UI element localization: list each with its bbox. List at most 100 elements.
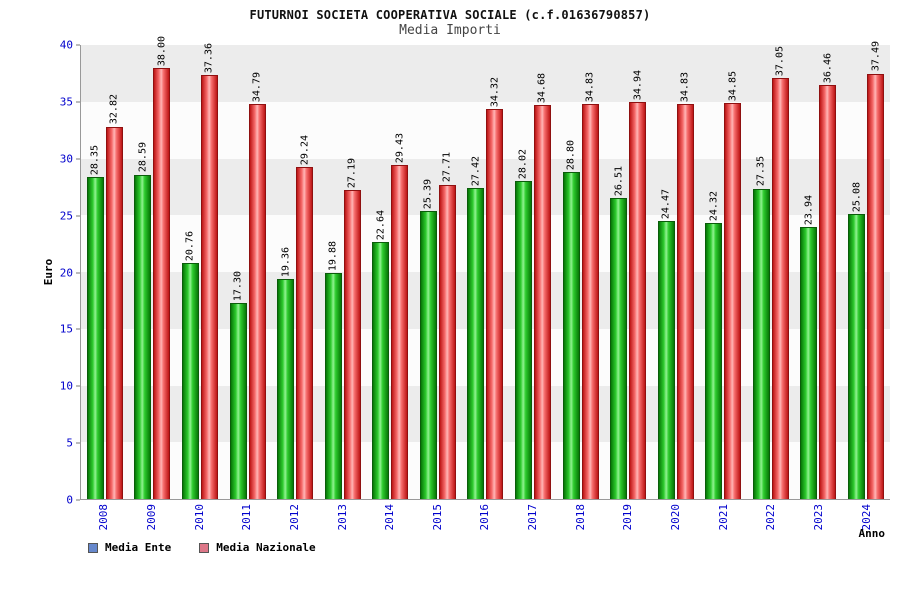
- bar-media-ente-2021: 24.32: [705, 191, 723, 499]
- legend: Media Ente Media Nazionale: [88, 541, 316, 554]
- x-tick-label-2023: 2023: [811, 504, 825, 531]
- y-tick-label: 0: [66, 493, 73, 507]
- y-tick-10: 10: [60, 380, 80, 393]
- bar-media-ente-2009: 28.59: [134, 142, 152, 499]
- x-axis-title: Anno: [858, 527, 886, 540]
- bar-media-nazionale-2017: 34.68: [533, 73, 551, 499]
- y-tick-label: 5: [66, 436, 73, 450]
- y-tick-mark: [76, 44, 80, 46]
- bar-media-ente-2023: 23.94: [800, 195, 818, 499]
- bar-value-label: 37.36: [203, 42, 215, 73]
- bar-value-label: 29.43: [394, 132, 406, 163]
- bar-group-2014: 22.64 29.43: [372, 45, 409, 499]
- x-tick-label-2013: 2013: [335, 504, 349, 531]
- x-tick-label-2015: 2015: [430, 504, 444, 531]
- y-tick-mark: [76, 442, 80, 444]
- bar-value-label: 28.80: [565, 140, 577, 171]
- legend-swatch: [199, 542, 210, 553]
- y-tick-40: 40: [60, 39, 80, 52]
- chart-subtitle: Media Importi: [399, 23, 501, 38]
- y-tick-label: 10: [59, 379, 73, 393]
- bar-value-label: 24.47: [660, 189, 672, 220]
- bar-media-ente-2011: 17.30: [229, 271, 247, 499]
- bar-value-label: 34.68: [536, 73, 548, 104]
- bar-value-label: 34.83: [584, 71, 596, 102]
- y-tick-30: 30: [60, 152, 80, 165]
- y-tick-mark: [76, 272, 80, 273]
- y-tick-label: 40: [59, 38, 73, 52]
- bar-group-2024: 25.08 37.49: [848, 41, 885, 499]
- x-tick-label-2021: 2021: [716, 504, 730, 531]
- bar-value-label: 22.64: [375, 209, 387, 241]
- x-tick-label-2019: 2019: [621, 504, 635, 531]
- bar-series-container: 28.35 32.82 28.59 38.00 20.76 37.36 17.30 34.79…: [81, 36, 890, 499]
- bar-group-2023: 23.94 36.46: [800, 45, 837, 499]
- legend-label: Media Ente: [105, 541, 172, 554]
- y-tick-mark: [76, 385, 80, 387]
- bar-group-2022: 27.35 37.05: [752, 45, 789, 499]
- bar-value-label: 34.32: [489, 77, 501, 108]
- plot-area: 28.35 32.82 28.59 38.00 20.76 37.36 17.30 34.79…: [80, 36, 890, 500]
- y-tick-0: 0: [66, 494, 80, 507]
- x-tick-label-2009: 2009: [144, 504, 158, 531]
- y-tick-mark: [76, 101, 80, 103]
- bar-value-label: 24.32: [708, 190, 720, 221]
- bar-media-ente-2024: 25.08: [848, 182, 866, 499]
- bar-value-label: 28.02: [517, 148, 529, 179]
- bar-value-label: 23.94: [803, 195, 815, 226]
- bar-media-ente-2018: 28.80: [562, 140, 580, 499]
- bar-media-ente-2022: 27.35: [752, 156, 770, 499]
- bar-value-label: 34.83: [679, 71, 691, 102]
- bar-value-label: 34.94: [632, 70, 644, 101]
- bar-value-label: 38.00: [156, 35, 168, 66]
- bar-media-ente-2017: 28.02: [514, 149, 532, 499]
- bar-group-2009: 28.59 38.00: [134, 36, 171, 499]
- bar-value-label: 27.71: [441, 152, 453, 183]
- bar-media-nazionale-2021: 34.85: [724, 71, 742, 499]
- bar-value-label: 19.36: [280, 247, 292, 278]
- bar-media-nazionale-2018: 34.83: [581, 72, 599, 499]
- y-tick-mark: [76, 499, 80, 501]
- legend-swatch: [88, 542, 98, 553]
- bar-value-label: 17.30: [232, 270, 244, 301]
- bar-media-nazionale-2009: 38.00: [153, 36, 171, 499]
- bar-value-label: 20.76: [184, 231, 196, 262]
- bar-group-2015: 25.39 27.71: [419, 45, 456, 499]
- bar-group-2017: 28.02 34.68: [514, 45, 551, 499]
- bar-value-label: 28.35: [89, 145, 101, 176]
- legend-label: Media Nazionale: [216, 541, 316, 554]
- bar-value-label: 27.42: [470, 155, 482, 186]
- bar-media-ente-2019: 26.51: [610, 166, 628, 499]
- bar-media-nazionale-2008: 32.82: [105, 94, 123, 499]
- y-tick-25: 25: [60, 209, 80, 222]
- bar-media-nazionale-2016: 34.32: [486, 77, 504, 499]
- bar-group-2020: 24.47 34.83: [657, 45, 694, 499]
- y-axis: 0 5 10 15 20 25 30 35 40: [0, 39, 80, 507]
- bar-group-2013: 19.88 27.19: [324, 45, 361, 499]
- bar-group-2018: 28.80 34.83: [562, 45, 599, 499]
- y-tick-label: 25: [59, 209, 73, 223]
- bar-media-nazionale-2020: 34.83: [676, 72, 694, 499]
- bar-group-2016: 27.42 34.32: [467, 45, 504, 499]
- bar-media-ente-2020: 24.47: [657, 189, 675, 499]
- x-tick-label-2016: 2016: [478, 504, 492, 531]
- bar-media-nazionale-2015: 27.71: [438, 152, 456, 499]
- bar-media-nazionale-2010: 37.36: [200, 43, 218, 499]
- bar-group-2008: 28.35 32.82: [86, 45, 123, 499]
- bar-group-2010: 20.76 37.36: [181, 43, 218, 499]
- y-tick-5: 5: [66, 437, 80, 450]
- bar-value-label: 34.85: [727, 71, 739, 102]
- x-tick-label-2018: 2018: [573, 504, 587, 531]
- bar-value-label: 25.39: [422, 178, 434, 209]
- legend-item: Media Ente: [88, 541, 171, 554]
- bar-media-nazionale-2023: 36.46: [819, 53, 837, 499]
- legend-item: Media Nazionale: [199, 541, 316, 554]
- x-tick-label-2012: 2012: [287, 504, 301, 531]
- bar-media-nazionale-2012: 29.24: [296, 135, 314, 499]
- y-tick-label: 20: [59, 266, 73, 279]
- bar-value-label: 36.46: [822, 53, 834, 84]
- bar-group-2021: 24.32 34.85: [705, 45, 742, 499]
- bar-media-ente-2014: 22.64: [372, 210, 390, 499]
- bar-media-ente-2016: 27.42: [467, 156, 485, 499]
